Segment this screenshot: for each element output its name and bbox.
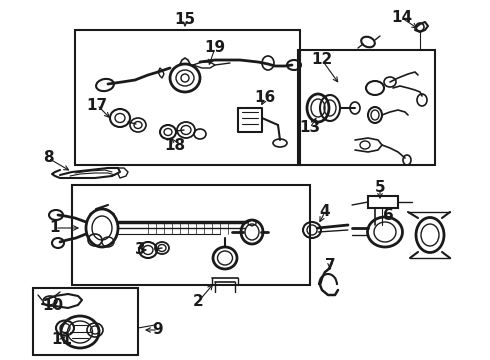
Text: 9: 9 <box>153 323 163 338</box>
Text: 11: 11 <box>51 333 73 347</box>
Text: 10: 10 <box>43 297 64 312</box>
Text: 14: 14 <box>392 10 413 26</box>
Text: 6: 6 <box>383 207 393 222</box>
Text: 16: 16 <box>254 90 275 105</box>
Text: 3: 3 <box>135 243 146 257</box>
Text: 12: 12 <box>311 53 333 68</box>
Bar <box>33 288 138 355</box>
Text: 18: 18 <box>165 138 186 153</box>
Text: 7: 7 <box>325 257 335 273</box>
Bar <box>75 30 300 165</box>
Text: 15: 15 <box>174 13 196 27</box>
Bar <box>72 185 310 285</box>
Bar <box>368 196 398 208</box>
Text: 4: 4 <box>319 204 330 220</box>
Text: 8: 8 <box>43 150 53 166</box>
Bar <box>298 50 435 165</box>
Text: 2: 2 <box>193 294 203 310</box>
Text: 13: 13 <box>299 121 320 135</box>
Text: 5: 5 <box>375 180 385 195</box>
Text: 1: 1 <box>50 220 60 235</box>
Text: 17: 17 <box>86 98 108 112</box>
Text: 19: 19 <box>204 40 225 55</box>
